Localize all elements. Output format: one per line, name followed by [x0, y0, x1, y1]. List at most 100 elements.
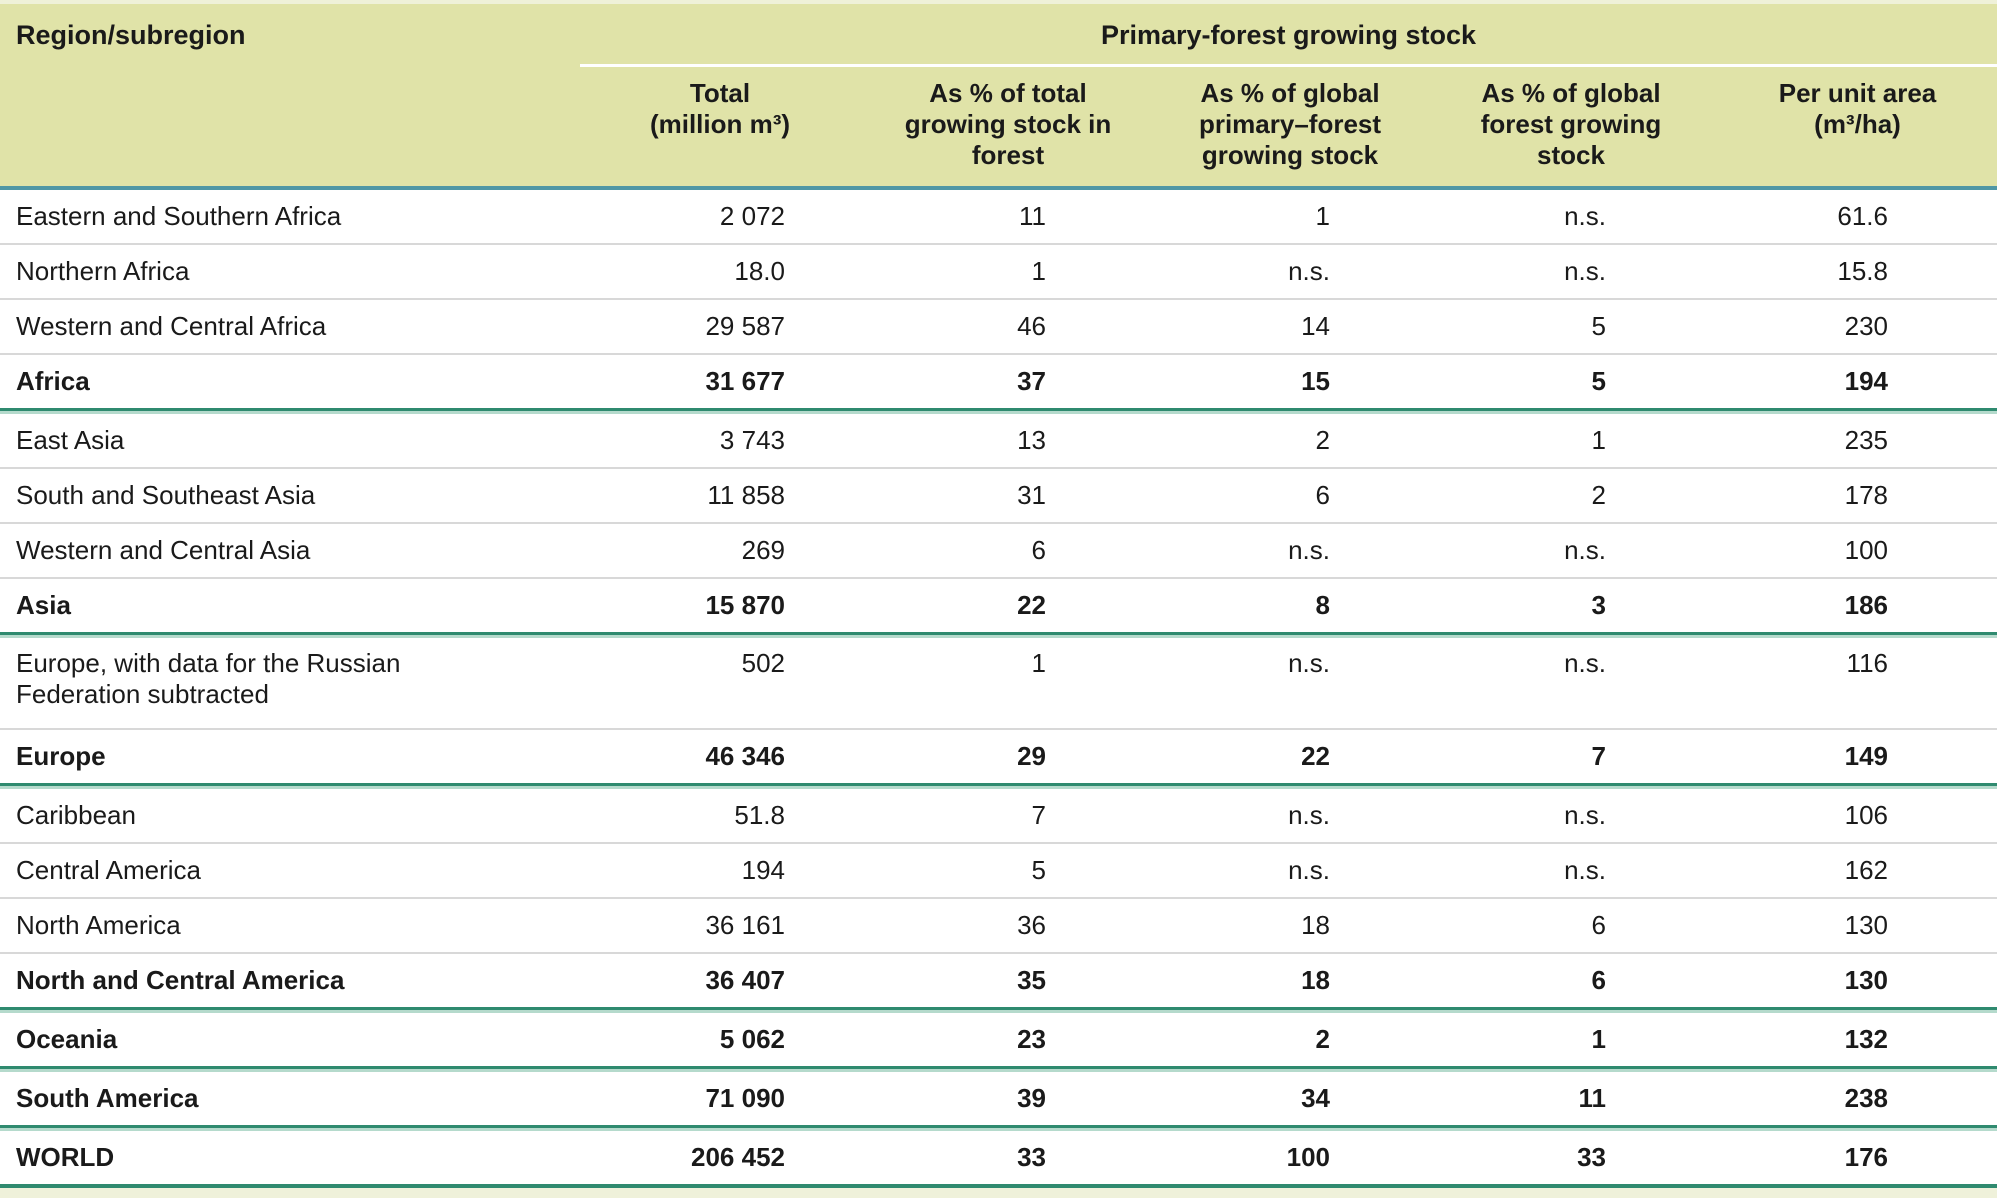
region-cell: South and Southeast Asia: [0, 480, 580, 511]
value-cell: 61.6: [1837, 201, 1888, 231]
region-cell-line: North and Central America: [16, 965, 345, 995]
region-cell: Europe, with data for the Russian Federat…: [0, 638, 580, 710]
column-header: As % of global primary–forest growing stoc…: [1156, 78, 1424, 171]
value-cell: 1: [1031, 648, 1046, 678]
region-cell: Western and Central Africa: [0, 311, 580, 342]
span-header-rule: [580, 64, 1997, 67]
value-cell: 29 587: [705, 311, 785, 341]
value-cell: 3 743: [719, 425, 785, 455]
value-cell: 36 161: [705, 910, 785, 940]
value-cell: 39: [1017, 1083, 1046, 1113]
value-cell: 37: [1017, 366, 1046, 396]
value-cell: 11 858: [707, 480, 785, 510]
value-cell: 194: [1844, 366, 1888, 396]
region-cell: Western and Central Asia: [0, 535, 580, 566]
value-cell: n.s.: [1564, 535, 1606, 565]
value-cell: 71 090: [705, 1083, 785, 1113]
region-cell-line: Central America: [16, 855, 201, 885]
value-cell: n.s.: [1288, 800, 1330, 830]
row-separator: [0, 842, 1997, 844]
value-cell: 186: [1844, 590, 1888, 620]
region-cell-line: Western and Central Asia: [16, 535, 311, 565]
value-cell: n.s.: [1564, 800, 1606, 830]
top-strip: [0, 0, 1997, 4]
row-separator: [0, 897, 1997, 899]
region-cell-line: South and Southeast Asia: [16, 480, 316, 510]
column-header-line: forest: [971, 140, 1045, 170]
value-cell: 14: [1301, 311, 1330, 341]
value-cell: 6: [1315, 480, 1330, 510]
table-row: Oceania 5 062 23 2 1 132: [0, 1013, 1997, 1066]
region-cell: Europe: [0, 741, 580, 772]
group-separator: [0, 1125, 1997, 1131]
value-cell: n.s.: [1288, 855, 1330, 885]
value-cell: 162: [1844, 855, 1888, 885]
value-cell: 3: [1591, 590, 1606, 620]
value-cell: 2: [1315, 425, 1330, 455]
region-cell: North America: [0, 910, 580, 941]
bottom-rule: [0, 1184, 1997, 1188]
value-cell: 5: [1031, 855, 1046, 885]
region-cell: Northern Africa: [0, 256, 580, 287]
value-cell: 23: [1017, 1024, 1046, 1054]
table-row: Europe, with data for the Russian Federat…: [0, 638, 1997, 728]
table-row: Western and Central Africa 29 587 46 14 5 230: [0, 300, 1997, 353]
value-cell: n.s.: [1288, 535, 1330, 565]
value-cell: 100: [1286, 1142, 1330, 1172]
table-row: Northern Africa 18.0 1 n.s. n.s. 15.8: [0, 245, 1997, 298]
region-cell: Central America: [0, 855, 580, 886]
column-header: As % of total growing stock in forest: [860, 78, 1156, 171]
value-cell: 18: [1301, 965, 1330, 995]
region-cell: South America: [0, 1083, 580, 1114]
table-row: WORLD 206 452 33 100 33 176: [0, 1131, 1997, 1184]
value-cell: 36: [1017, 910, 1046, 940]
column-header-line: As % of global: [1200, 78, 1380, 108]
table-header: Region/subregion Primary-forest growing …: [0, 4, 1997, 190]
column-header: As % of global forest growing stock: [1424, 78, 1718, 171]
row-separator: [0, 353, 1997, 355]
value-cell: n.s.: [1564, 855, 1606, 885]
column-header-line: growing stock: [1201, 140, 1379, 170]
value-cell: 36 407: [705, 965, 785, 995]
value-cell: 11: [1578, 1083, 1607, 1113]
value-cell: 35: [1017, 965, 1046, 995]
value-cell: 7: [1591, 741, 1606, 771]
region-cell-line: Europe: [16, 741, 106, 771]
row-separator: [0, 952, 1997, 954]
column-headers: Total (million m³) As % of total growing st…: [580, 78, 1997, 171]
region-cell: Caribbean: [0, 800, 580, 831]
value-cell: n.s.: [1288, 648, 1330, 678]
value-cell: 33: [1017, 1142, 1046, 1172]
value-cell: 6: [1591, 910, 1606, 940]
value-cell: 5: [1591, 311, 1606, 341]
column-header-line: As % of global: [1481, 78, 1661, 108]
region-cell-line: North America: [16, 910, 181, 940]
value-cell: n.s.: [1564, 648, 1606, 678]
column-header: Per unit area (m³/ha): [1718, 78, 1997, 171]
column-header-line: Per unit area: [1778, 78, 1937, 108]
table-row: Central America 194 5 n.s. n.s. 162: [0, 844, 1997, 897]
table-row: South America 71 090 39 34 11 238: [0, 1072, 1997, 1125]
region-cell: Asia: [0, 590, 580, 621]
table-row: East Asia 3 743 13 2 1 235: [0, 414, 1997, 467]
table-row: Africa 31 677 37 15 5 194: [0, 355, 1997, 408]
value-cell: 1: [1031, 256, 1046, 286]
value-cell: 46 346: [705, 741, 785, 771]
column-header: Total (million m³): [580, 78, 860, 171]
column-header-line: As % of total: [929, 78, 1087, 108]
value-cell: 206 452: [691, 1142, 785, 1172]
value-cell: 34: [1301, 1083, 1330, 1113]
value-cell: 6: [1031, 535, 1046, 565]
region-cell-line: Asia: [16, 590, 71, 620]
value-cell: 8: [1315, 590, 1330, 620]
value-cell: 132: [1844, 1024, 1888, 1054]
column-header-line: growing stock in: [904, 109, 1112, 139]
value-cell: 130: [1844, 965, 1888, 995]
value-cell: 22: [1301, 741, 1330, 771]
value-cell: 33: [1577, 1142, 1606, 1172]
table-row: Caribbean 51.8 7 n.s. n.s. 106: [0, 789, 1997, 842]
group-separator: [0, 632, 1997, 638]
row-separator: [0, 522, 1997, 524]
value-cell: n.s.: [1288, 256, 1330, 286]
value-cell: 15.8: [1837, 256, 1888, 286]
